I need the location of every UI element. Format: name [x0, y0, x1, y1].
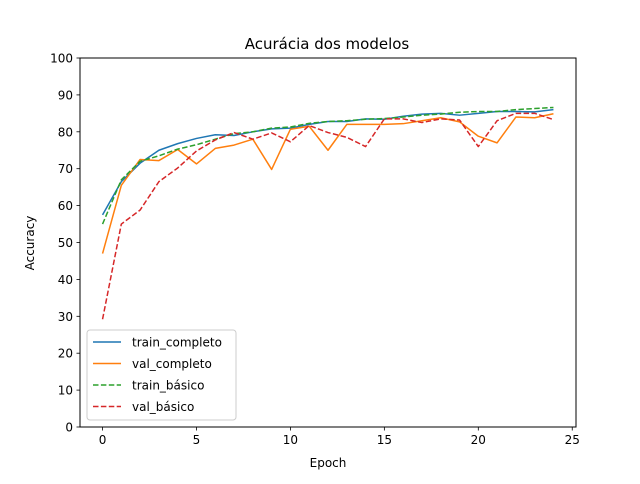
series-line-train_básico: [101, 106, 554, 225]
legend-label-val_básico: val_básico: [132, 400, 194, 414]
y-tick-label: 10: [58, 384, 73, 398]
x-tick-label: 15: [377, 433, 392, 447]
y-tick-label: 40: [58, 273, 73, 287]
y-tick-label: 20: [58, 347, 73, 361]
x-tick-label: 25: [565, 433, 580, 447]
y-axis-label: Accuracy: [23, 216, 37, 271]
y-axis-ticks: 0 10 20 30 40 50 60 70 80 90 100: [50, 52, 80, 435]
x-axis-ticks: 0 5 10 15 20 25: [99, 427, 580, 447]
y-tick-label: 0: [65, 421, 73, 435]
y-tick-label: 60: [58, 199, 73, 213]
y-tick-label: 30: [58, 310, 73, 324]
series-line-train_completo: [101, 108, 554, 216]
x-tick-label: 20: [471, 433, 486, 447]
series-line-val_completo: [101, 112, 554, 254]
series-line-val_básico: [101, 112, 554, 320]
legend-label-train_completo: train_completo: [132, 336, 222, 350]
series-layer: [101, 106, 554, 320]
legend: train_completo val_completo train_básicova…: [86, 329, 237, 421]
y-tick-label: 50: [58, 236, 73, 250]
legend-label-train_básico: train_básico: [132, 379, 204, 393]
y-tick-label: 70: [58, 162, 73, 176]
chart-title: Acurácia dos modelos: [245, 35, 410, 53]
y-tick-label: 100: [50, 52, 73, 66]
x-tick-label: 5: [193, 433, 201, 447]
y-tick-label: 90: [58, 88, 73, 102]
legend-label-val_completo: val_completo: [132, 357, 212, 371]
x-tick-label: 10: [283, 433, 298, 447]
x-tick-label: 0: [99, 433, 107, 447]
y-tick-label: 80: [58, 125, 73, 139]
x-axis-label: Epoch: [310, 456, 347, 470]
legend-box: [86, 329, 237, 421]
